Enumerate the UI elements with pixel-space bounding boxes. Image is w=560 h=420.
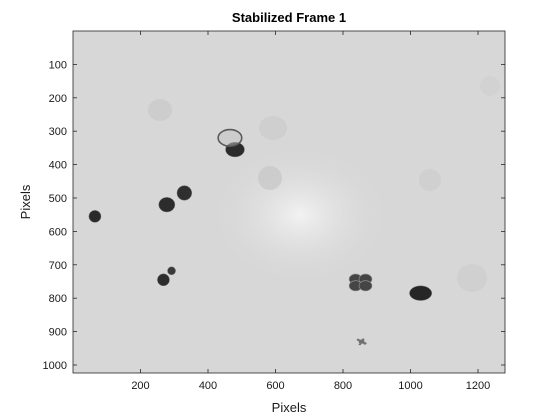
debris-fragment <box>358 339 365 344</box>
y-tick-label: 500 <box>49 193 67 205</box>
faint-spot <box>419 169 441 191</box>
y-tick-label: 600 <box>49 226 67 238</box>
x-tick-label: 800 <box>334 380 352 392</box>
faint-spot <box>148 99 172 121</box>
x-tick-label: 1000 <box>398 380 422 392</box>
y-tick-label: 300 <box>49 126 67 138</box>
x-tick-label: 200 <box>131 380 149 392</box>
cells-layer <box>88 128 433 346</box>
y-tick-label: 400 <box>49 160 67 172</box>
figure-title: Stabilized Frame 1 <box>232 10 346 25</box>
ring-cell <box>217 128 243 148</box>
cell <box>157 273 170 287</box>
cell <box>409 285 433 301</box>
x-tick-label: 1200 <box>466 380 490 392</box>
y-axis: 100 200 300 400 500 600 700 800 900 1000 <box>43 59 505 372</box>
y-axis-label: Pixels <box>18 184 33 219</box>
x-axis-label: Pixels <box>272 400 307 415</box>
cell <box>158 197 176 213</box>
y-tick-label: 900 <box>49 327 67 339</box>
x-tick-label: 600 <box>266 380 284 392</box>
y-tick-label: 800 <box>49 293 67 305</box>
image-area <box>73 31 505 373</box>
y-tick-label: 1000 <box>43 360 67 372</box>
debris-fragment <box>356 338 360 341</box>
debris-fragment <box>362 338 365 341</box>
y-tick-label: 200 <box>49 93 67 105</box>
y-tick-label: 700 <box>49 260 67 272</box>
cluster-cell <box>358 280 373 292</box>
cell <box>176 185 193 201</box>
x-axis: 200 400 600 800 1000 1200 <box>131 31 490 392</box>
debris-fragment <box>363 342 367 345</box>
debris-fragment <box>358 343 362 346</box>
faint-spot <box>259 116 287 140</box>
axes-frame <box>72 30 506 374</box>
glare-highlight <box>210 145 390 285</box>
cell <box>167 266 176 276</box>
faint-spot <box>457 264 487 292</box>
x-tick-label: 400 <box>199 380 217 392</box>
faint-spot <box>480 76 500 96</box>
faint-spot <box>258 166 282 190</box>
cell <box>88 210 102 223</box>
y-tick-label: 100 <box>49 59 67 71</box>
